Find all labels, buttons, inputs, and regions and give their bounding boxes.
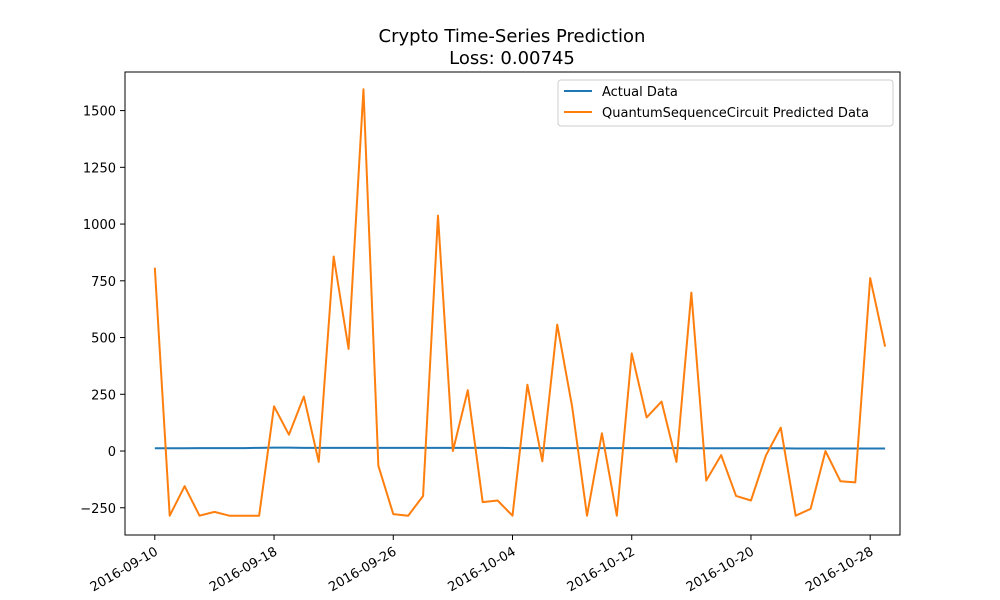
y-tick-label: 1250 <box>83 161 116 176</box>
x-tick-label: 2016-09-10 <box>88 544 161 595</box>
x-tick-label: 2016-10-28 <box>803 544 876 595</box>
y-tick-label: 0 <box>108 445 116 460</box>
y-tick-label: 1500 <box>83 105 116 120</box>
axes-frame <box>124 71 901 536</box>
y-tick-label: 250 <box>91 388 116 403</box>
axes: −250 0 250 500 750 1000 1250 1500 2016-09-10 2016… <box>80 71 901 595</box>
legend-box <box>557 79 894 127</box>
x-tick-label: 2016-10-04 <box>446 544 519 595</box>
legend: Actual Data QuantumSequenceCircuit Predi… <box>557 79 894 127</box>
x-tick-label: 2016-10-20 <box>684 544 757 595</box>
x-tick-label: 2016-10-12 <box>565 544 638 595</box>
plot-area <box>153 88 887 517</box>
legend-label-actual: Actual Data <box>602 85 678 100</box>
y-tick-label: 750 <box>91 275 116 290</box>
chart-subtitle: Loss: 0.00745 <box>449 48 575 69</box>
series-line-predicted <box>153 88 887 517</box>
legend-label-predicted: QuantumSequenceCircuit Predicted Data <box>602 106 869 121</box>
y-tick-label: 500 <box>91 332 116 347</box>
y-tick-label: −250 <box>80 502 116 517</box>
x-tick-label: 2016-09-26 <box>326 544 399 595</box>
y-tick-label: 1000 <box>83 218 116 233</box>
chart-title: Crypto Time-Series Prediction <box>379 26 646 47</box>
x-tick-label: 2016-09-18 <box>207 544 280 595</box>
